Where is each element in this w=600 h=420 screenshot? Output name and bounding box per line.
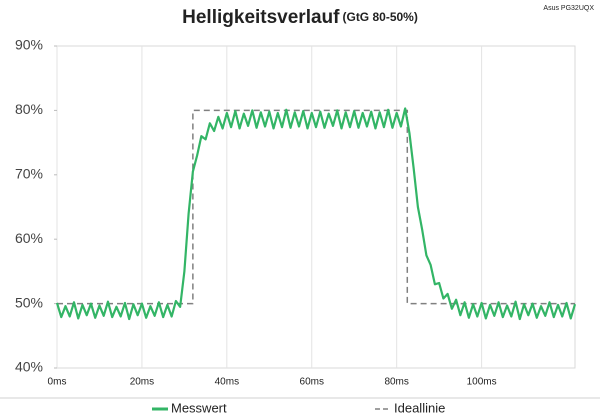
legend-label: Messwert xyxy=(171,400,227,415)
x-tick-label: 80ms xyxy=(384,377,408,388)
y-tick-label: 90% xyxy=(15,37,43,53)
series-line xyxy=(57,109,575,305)
y-tick-label: 70% xyxy=(15,166,43,182)
chart-title-group: Helligkeitsverlauf (GtG 80-50%) xyxy=(182,7,418,28)
x-tick-label: 100ms xyxy=(467,377,497,388)
y-tick-label: 60% xyxy=(15,230,43,246)
y-tick-label: 40% xyxy=(15,359,43,375)
plot-area xyxy=(56,45,576,369)
x-tick-label: 40ms xyxy=(215,377,239,388)
watermark: Asus PG32UQX xyxy=(543,5,594,12)
y-tick-label: 50% xyxy=(15,294,43,310)
series-line xyxy=(55,107,577,321)
y-tick-label: 80% xyxy=(15,101,43,117)
chart-title: Helligkeitsverlauf xyxy=(182,7,340,28)
x-tick-label: 0ms xyxy=(48,377,67,388)
legend-label: Ideallinie xyxy=(394,400,445,415)
chart-subtitle: (GtG 80-50%) xyxy=(342,10,417,24)
x-tick-label: 20ms xyxy=(130,377,154,388)
x-tick-label: 60ms xyxy=(300,377,324,388)
